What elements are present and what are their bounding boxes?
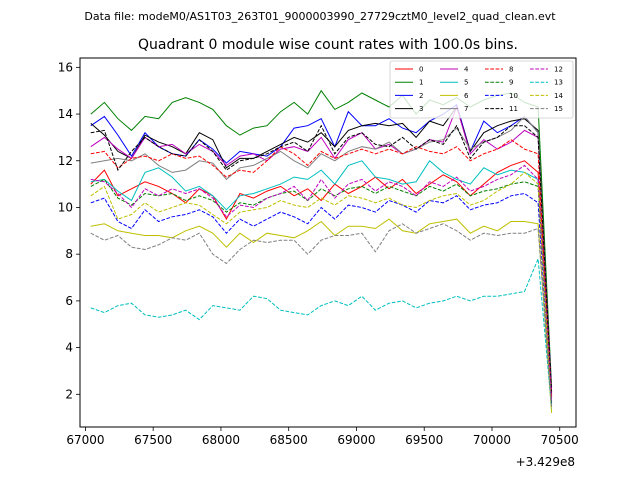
plot-area xyxy=(90,89,553,414)
x-tick-label: 70500 xyxy=(541,433,579,447)
series-line-8 xyxy=(90,139,553,397)
legend-label-6: 6 xyxy=(464,92,469,100)
figure-suptitle: Data file: modeM0/AS1T03_263T01_90000039… xyxy=(84,10,556,23)
legend-label-14: 14 xyxy=(554,92,563,100)
series-line-5 xyxy=(90,160,553,402)
plot-frame xyxy=(79,57,577,428)
series-line-10 xyxy=(90,192,553,407)
series-line-2 xyxy=(90,103,553,393)
y-tick-label: 6 xyxy=(65,294,73,308)
series-line-0 xyxy=(90,160,553,397)
x-tick-label: 70000 xyxy=(473,433,511,447)
legend-label-2: 2 xyxy=(419,92,423,100)
y-tick-label: 16 xyxy=(58,60,73,74)
series-line-15 xyxy=(90,223,553,409)
legend-label-9: 9 xyxy=(509,79,513,87)
y-tick-label: 2 xyxy=(65,387,73,401)
legend-label-8: 8 xyxy=(509,66,513,74)
legend-label-11: 11 xyxy=(509,105,518,113)
series-line-13 xyxy=(90,258,553,409)
series-line-9 xyxy=(90,178,553,404)
x-tick-label: 69000 xyxy=(337,433,375,447)
legend-box xyxy=(389,60,574,119)
series-line-11 xyxy=(90,124,553,395)
series-line-7 xyxy=(90,115,553,400)
x-tick-label: 69500 xyxy=(405,433,443,447)
series-line-14 xyxy=(90,171,553,411)
y-tick-label: 10 xyxy=(58,200,73,214)
x-offset-label: +3.429e8 xyxy=(516,455,575,469)
legend-label-15: 15 xyxy=(554,105,563,113)
series-line-4 xyxy=(90,105,553,395)
series-line-6 xyxy=(90,218,553,414)
legend-label-3: 3 xyxy=(419,105,423,113)
legend-label-12: 12 xyxy=(554,66,563,74)
legend-label-1: 1 xyxy=(419,79,423,87)
y-tick-label: 12 xyxy=(58,154,73,168)
x-tick-label: 67500 xyxy=(134,433,172,447)
x-tick-label: 67000 xyxy=(66,433,104,447)
legend-label-10: 10 xyxy=(509,92,518,100)
legend-label-5: 5 xyxy=(464,79,468,87)
chart-title: Quadrant 0 module wise count rates with … xyxy=(138,37,518,53)
axis-ticks: 67000 67500 68000 68500 69000 69500 70000 70500… xyxy=(58,60,579,447)
legend-label-7: 7 xyxy=(464,105,468,113)
series-line-3 xyxy=(90,105,553,395)
y-tick-label: 14 xyxy=(58,107,73,121)
x-tick-label: 68000 xyxy=(202,433,240,447)
legend-label-13: 13 xyxy=(554,79,563,87)
y-tick-label: 8 xyxy=(65,247,73,261)
x-tick-label: 68500 xyxy=(270,433,308,447)
y-tick-label: 4 xyxy=(65,341,73,355)
legend-label-4: 4 xyxy=(464,66,469,74)
legend-label-0: 0 xyxy=(419,66,423,74)
